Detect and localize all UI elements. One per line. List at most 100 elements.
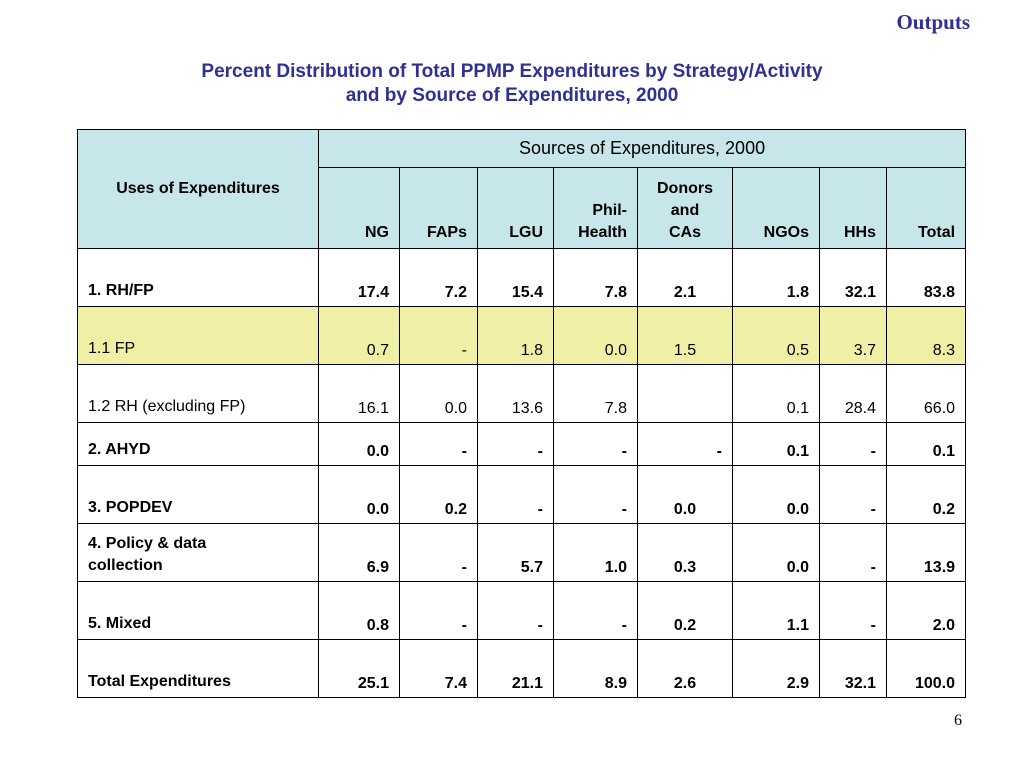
col-header-faps: FAPs [399,167,478,249]
cell-total: 8.3 [885,306,967,365]
table-row: 1. RH/FP 17.4 7.2 15.4 7.8 2.1 1.8 32.1 … [77,248,967,307]
col-header-philhealth-line2: Health [578,224,627,241]
cell-faps: - [399,581,478,640]
cell-lgu: 21.1 [477,639,554,698]
row-label: 1.2 RH (excluding FP) [77,364,319,423]
cell-faps: 0.2 [399,465,478,524]
cell-ng: 25.1 [318,639,400,698]
cell-total: 0.1 [885,422,967,466]
table-row: 1.2 RH (excluding FP) 16.1 0.0 13.6 7.8 … [77,364,967,423]
row-label-line1: 4. Policy & data [88,535,207,552]
cell-philhealth: - [553,581,638,640]
table-row: 3. POPDEV 0.0 0.2 - - 0.0 0.0 - 0.2 [77,465,967,524]
cell-total: 0.2 [885,465,967,524]
cell-faps: - [399,306,478,365]
cell-ng: 16.1 [318,364,400,423]
page-number: 6 [954,712,962,729]
cell-total: 83.8 [885,248,967,307]
cell-ngos: 0.5 [732,306,820,365]
col-header-ng: NG [318,167,400,249]
page-title: Percent Distribution of Total PPMP Expen… [0,60,1024,108]
cell-hhs: 32.1 [819,248,887,307]
cell-hhs: - [819,422,887,466]
cell-ngos: 0.0 [732,523,820,582]
cell-philhealth: 1.0 [553,523,638,582]
row-label: 4. Policy & data collection [77,523,319,582]
cell-ngos: 0.1 [732,364,820,423]
sources-of-expenditures-header: Sources of Expenditures, 2000 [317,129,967,168]
row-label: 1. RH/FP [77,248,319,307]
cell-philhealth: - [553,465,638,524]
cell-ng: 17.4 [318,248,400,307]
cell-donors: 0.2 [637,581,733,640]
cell-lgu: - [477,581,554,640]
cell-hhs: - [819,523,887,582]
cell-ngos: 2.9 [732,639,820,698]
cell-total: 100.0 [885,639,967,698]
cell-hhs: 32.1 [819,639,887,698]
col-header-hhs: HHs [819,167,887,249]
row-label: Total Expenditures [77,639,319,698]
row-label: 3. POPDEV [77,465,319,524]
cell-faps: - [399,523,478,582]
cell-ngos: 1.1 [732,581,820,640]
cell-donors: 1.5 [637,306,733,365]
cell-lgu: - [477,465,554,524]
row-label: 5. Mixed [77,581,319,640]
cell-hhs: - [819,465,887,524]
uses-of-expenditures-header: Uses of Expenditures [77,129,319,249]
col-header-donors-line2: and [670,202,700,219]
cell-donors: - [637,422,733,466]
row-label: 1.1 FP [77,306,319,365]
section-label: Outputs [896,10,970,34]
col-header-ngos: NGOs [732,167,820,249]
table-row: 1.1 FP 0.7 - 1.8 0.0 1.5 0.5 3.7 8.3 [77,306,967,365]
title-line-2: and by Source of Expenditures, 2000 [345,85,679,106]
cell-donors: 0.3 [637,523,733,582]
cell-faps: 7.2 [399,248,478,307]
cell-lgu: 5.7 [477,523,554,582]
cell-philhealth: - [553,422,638,466]
cell-total: 2.0 [885,581,967,640]
cell-ngos: 0.0 [732,465,820,524]
cell-ng: 6.9 [318,523,400,582]
col-header-donors: Donors and CAs [637,167,733,249]
cell-philhealth: 7.8 [553,364,638,423]
cell-hhs: 28.4 [819,364,887,423]
col-header-donors-line1: Donors [657,180,713,197]
row-label: 2. AHYD [77,422,319,466]
row-label-line2: collection [88,557,163,574]
table-row: 2. AHYD 0.0 - - - - 0.1 - 0.1 [77,422,967,466]
col-header-total: Total [885,167,967,249]
cell-ngos: 1.8 [732,248,820,307]
col-header-philhealth: Phil- Health [553,167,638,249]
col-header-philhealth-line1: Phil- [592,202,627,219]
cell-faps: - [399,422,478,466]
cell-total: 13.9 [885,523,967,582]
cell-donors: 0.0 [637,465,733,524]
cell-lgu: 13.6 [477,364,554,423]
cell-ng: 0.0 [318,422,400,466]
cell-ngos: 0.1 [732,422,820,466]
title-line-1: Percent Distribution of Total PPMP Expen… [201,61,823,82]
table-row: 4. Policy & data collection 6.9 - 5.7 1.… [77,523,967,582]
cell-hhs: 3.7 [819,306,887,365]
cell-ng: 0.0 [318,465,400,524]
table-row-total: Total Expenditures 25.1 7.4 21.1 8.9 2.6… [77,639,967,698]
cell-philhealth: 8.9 [553,639,638,698]
cell-faps: 7.4 [399,639,478,698]
cell-hhs: - [819,581,887,640]
cell-ng: 0.8 [318,581,400,640]
cell-total: 66.0 [885,364,967,423]
cell-philhealth: 0.0 [553,306,638,365]
expenditures-table: Uses of Expenditures Sources of Expendit… [77,129,967,698]
cell-donors: 2.1 [637,248,733,307]
cell-lgu: - [477,422,554,466]
cell-donors [637,364,733,423]
cell-faps: 0.0 [399,364,478,423]
cell-lgu: 1.8 [477,306,554,365]
col-header-donors-line3: CAs [668,224,701,241]
cell-philhealth: 7.8 [553,248,638,307]
cell-ng: 0.7 [318,306,400,365]
col-header-lgu: LGU [477,167,554,249]
